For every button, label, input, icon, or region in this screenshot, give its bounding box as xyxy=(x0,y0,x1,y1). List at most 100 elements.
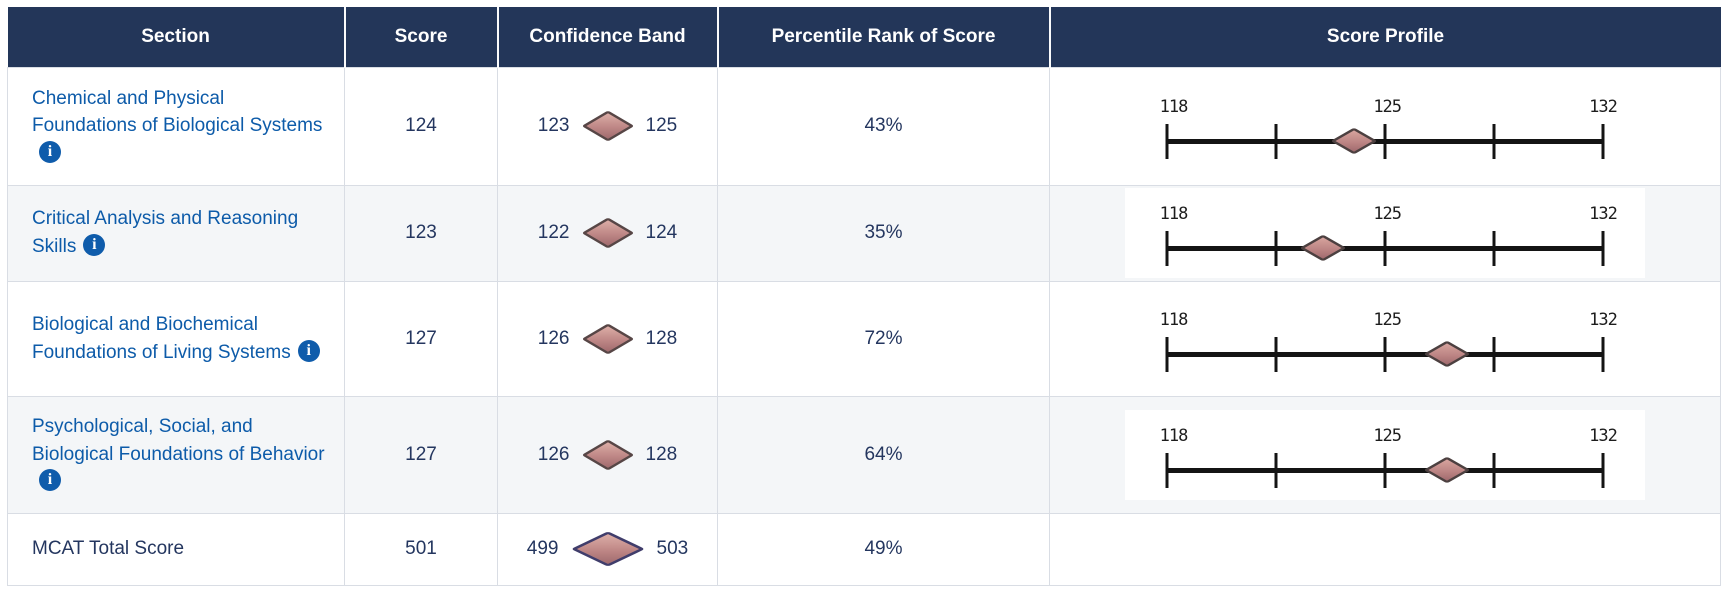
score-profile-chart: 118 125 132 xyxy=(1125,293,1645,384)
band-low-value: 499 xyxy=(526,538,559,559)
score-profile-chart: 118 125 132 xyxy=(1125,81,1645,171)
column-header-score-profile: Score Profile xyxy=(1048,7,1721,67)
score-profile-cell: 118 125 132 xyxy=(1049,280,1721,397)
table-row: Psychological, Social, and Biological Fo… xyxy=(7,395,1721,514)
axis-label-max: 132 xyxy=(1589,309,1618,330)
axis-label-min: 118 xyxy=(1159,309,1189,330)
axis-line: 118 125 132 xyxy=(1160,310,1618,372)
tick-mark xyxy=(1165,452,1169,488)
confidence-band-cell: 499 503 xyxy=(497,512,718,586)
axis-label-max: 132 xyxy=(1589,97,1618,117)
confidence-band-cell: 126 128 xyxy=(497,395,718,514)
section-cell: Psychological, Social, and Biological Fo… xyxy=(7,395,345,514)
info-icon[interactable] xyxy=(83,234,106,256)
confidence-diamond-icon xyxy=(579,212,637,254)
score-profile-cell: 118 125 132 xyxy=(1049,184,1721,282)
confidence-band-cell: 122 124 xyxy=(497,184,718,282)
band-low-value: 126 xyxy=(537,443,570,465)
tick-mark xyxy=(1492,124,1496,159)
column-header-score: Score xyxy=(343,7,498,67)
band-high-value: 124 xyxy=(645,222,678,243)
tick-mark xyxy=(1492,452,1496,488)
confidence-band-cell: 123 125 xyxy=(497,66,718,186)
score-cell: 123 xyxy=(344,184,498,282)
axis-line: 118 125 132 xyxy=(1160,204,1618,266)
section-cell: Biological and Biochemical Foundations o… xyxy=(7,280,345,397)
column-header-section: Section xyxy=(7,7,345,67)
tick-mark xyxy=(1274,336,1278,372)
section-link[interactable]: Critical Analysis and Reasoning Skills xyxy=(32,208,299,257)
tick-mark xyxy=(1601,124,1605,159)
diamond-shape xyxy=(581,217,634,249)
section-link[interactable]: Biological and Biochemical Foundations o… xyxy=(32,313,291,363)
total-score-label: MCAT Total Score xyxy=(32,538,185,560)
tick-mark xyxy=(1274,124,1278,159)
axis-label-max: 132 xyxy=(1589,425,1618,446)
band-high-value: 128 xyxy=(645,443,678,465)
tick-mark xyxy=(1601,452,1605,488)
axis-label-min: 118 xyxy=(1159,204,1189,224)
tick-mark xyxy=(1274,231,1278,266)
section-cell: Critical Analysis and Reasoning Skills xyxy=(7,184,345,282)
score-diamond-marker xyxy=(1423,456,1471,483)
tick-mark xyxy=(1601,231,1605,266)
tick-mark xyxy=(1601,336,1605,372)
axis-label-max: 132 xyxy=(1589,204,1618,224)
tick-mark xyxy=(1165,124,1169,159)
percentile-cell: 35% xyxy=(717,184,1050,282)
info-icon[interactable] xyxy=(39,140,61,163)
section-cell: Chemical and Physical Foundations of Bio… xyxy=(7,66,345,186)
axis-label-mid: 125 xyxy=(1373,425,1402,446)
axis-label-mid: 125 xyxy=(1373,97,1402,117)
band-low-value: 126 xyxy=(537,327,570,349)
table-row: Chemical and Physical Foundations of Bio… xyxy=(7,66,1721,186)
score-cell: 127 xyxy=(344,395,498,514)
axis-label-min: 118 xyxy=(1159,97,1189,117)
section-link[interactable]: Psychological, Social, and Biological Fo… xyxy=(32,416,325,465)
section-cell: MCAT Total Score xyxy=(7,512,345,586)
score-diamond-marker xyxy=(1299,234,1347,262)
diamond-shape xyxy=(581,322,634,355)
confidence-diamond-icon xyxy=(568,526,648,572)
score-cell: 127 xyxy=(344,280,498,397)
tick-mark xyxy=(1383,124,1387,159)
band-high-value: 128 xyxy=(645,327,678,349)
table-row: Biological and Biochemical Foundations o… xyxy=(7,280,1721,397)
percentile-cell: 72% xyxy=(717,280,1050,397)
tick-mark xyxy=(1492,336,1496,372)
info-icon[interactable] xyxy=(297,339,320,362)
percentile-cell: 64% xyxy=(717,395,1050,514)
info-icon[interactable] xyxy=(39,469,61,492)
score-diamond-marker xyxy=(1423,340,1471,367)
score-profile-cell-empty xyxy=(1049,512,1721,586)
column-header-percentile-rank: Percentile Rank of Score xyxy=(716,7,1050,67)
mcat-score-table: Section Score Confidence Band Percentile… xyxy=(7,7,1721,586)
axis-label-mid: 125 xyxy=(1373,309,1402,330)
tick-mark xyxy=(1383,452,1387,488)
confidence-band-cell: 126 128 xyxy=(497,280,718,397)
percentile-cell: 43% xyxy=(717,66,1050,186)
axis-label-min: 118 xyxy=(1159,425,1189,446)
score-cell: 501 xyxy=(344,512,498,586)
confidence-diamond-icon xyxy=(579,434,637,476)
tick-mark xyxy=(1383,231,1387,266)
band-low-value: 122 xyxy=(537,222,570,243)
tick-mark xyxy=(1165,336,1169,372)
score-profile-chart: 118 125 132 xyxy=(1125,409,1645,500)
score-profile-chart: 118 125 132 xyxy=(1125,188,1645,278)
tick-mark xyxy=(1383,336,1387,372)
percentile-cell: 49% xyxy=(717,512,1050,586)
diamond-shape xyxy=(570,531,645,567)
band-high-value: 503 xyxy=(656,538,689,559)
table-row: Critical Analysis and Reasoning Skills 1… xyxy=(7,184,1721,282)
confidence-diamond-icon xyxy=(579,105,637,147)
band-low-value: 123 xyxy=(537,115,570,136)
score-profile-cell: 118 125 132 xyxy=(1049,66,1721,186)
tick-mark xyxy=(1274,452,1278,488)
tick-mark xyxy=(1492,231,1496,266)
score-cell: 124 xyxy=(344,66,498,186)
confidence-diamond-icon xyxy=(579,318,637,360)
score-profile-cell: 118 125 132 xyxy=(1049,395,1721,514)
score-diamond-marker xyxy=(1330,127,1378,155)
section-link[interactable]: Chemical and Physical Foundations of Bio… xyxy=(32,87,323,137)
